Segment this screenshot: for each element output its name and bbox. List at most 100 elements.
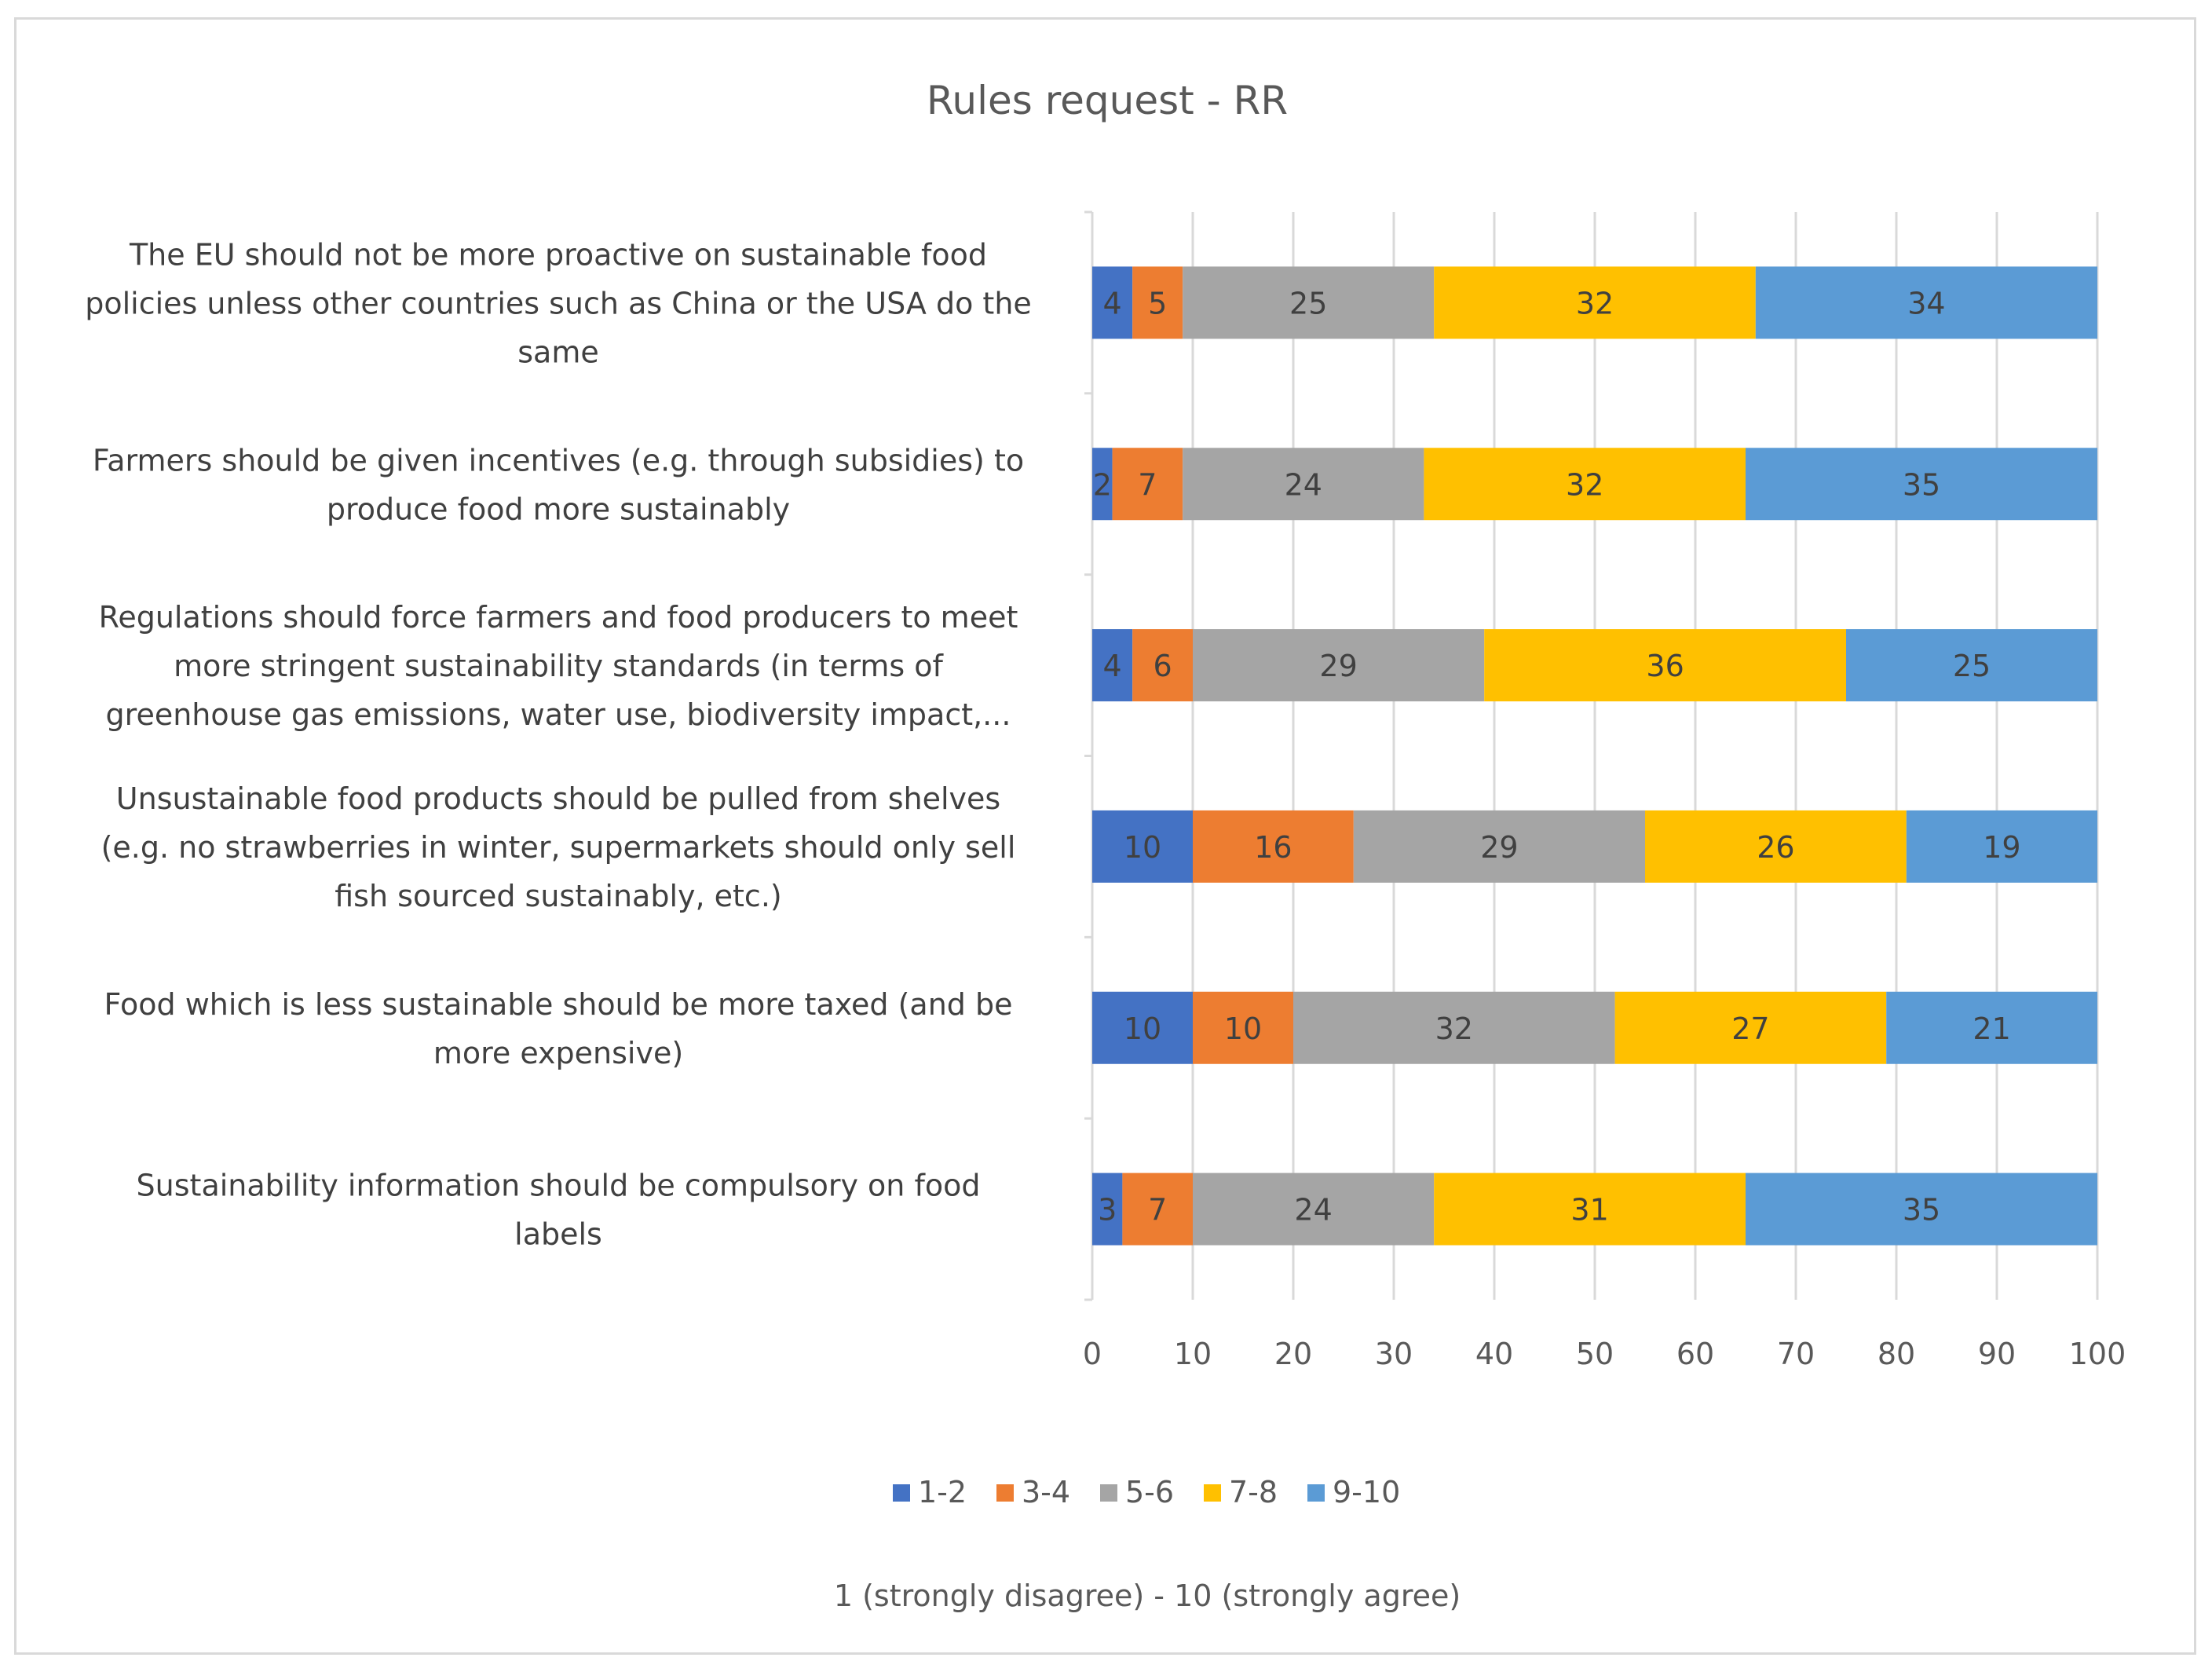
category-label-row-1-line-1: The EU should not be more proactive on s… xyxy=(129,237,987,272)
legend-swatch-1-2 xyxy=(893,1484,910,1502)
category-label-row-3-line-3: greenhouse gas emissions, water use, bio… xyxy=(106,697,1011,732)
bar-9-10-row-3 xyxy=(1846,629,2097,702)
legend-label-1-2: 1-2 xyxy=(918,1475,967,1509)
data-label-9-10-row-2: 35 xyxy=(1903,467,1940,502)
bar-3-4-row-4 xyxy=(1193,810,1354,883)
bar-5-6-row-4 xyxy=(1353,810,1645,883)
category-label-row-4-line-1: Unsustainable food products should be pu… xyxy=(116,781,1000,816)
legend-label-5-6: 5-6 xyxy=(1125,1475,1174,1509)
legend-label-3-4: 3-4 xyxy=(1022,1475,1070,1509)
chart-title: Rules request - RR xyxy=(927,78,1288,123)
chart-area: Rules request - RR 4 5 25 32 34 2 7 24 32 35 4 6 29 3… xyxy=(14,17,2196,1655)
data-label-1-2-row-2: 2 xyxy=(1093,467,1112,502)
bar-7-8-row-1 xyxy=(1434,266,1756,339)
bar-9-10-row-1 xyxy=(1755,266,2097,339)
data-label-9-10-row-4: 19 xyxy=(1983,830,2020,865)
bar-9-10-row-5 xyxy=(1886,991,2097,1064)
x-tick-label-40: 40 xyxy=(1475,1337,1513,1371)
legend-swatch-5-6 xyxy=(1100,1484,1117,1502)
bar-5-6-row-5 xyxy=(1293,991,1615,1064)
x-tick-label-70: 70 xyxy=(1777,1337,1815,1371)
data-label-1-2-row-4: 10 xyxy=(1124,830,1161,865)
data-label-7-8-row-6: 31 xyxy=(1570,1193,1608,1227)
bar-1-2-row-2 xyxy=(1092,448,1113,521)
legend-label-9-10: 9-10 xyxy=(1333,1475,1400,1509)
x-tick-label-50: 50 xyxy=(1576,1337,1614,1371)
bar-1-2-row-6 xyxy=(1092,1173,1123,1246)
x-tick-label-10: 10 xyxy=(1174,1337,1212,1371)
chart-subtitle: 1 (strongly disagree) - 10 (strongly agr… xyxy=(834,1579,1461,1613)
data-label-1-2-row-6: 3 xyxy=(1098,1193,1117,1227)
bar-3-4-row-1 xyxy=(1132,266,1183,339)
data-label-5-6-row-1: 25 xyxy=(1289,286,1327,320)
data-label-3-4-row-3: 6 xyxy=(1154,649,1172,683)
data-label-9-10-row-1: 34 xyxy=(1907,286,1945,320)
data-label-3-4-row-5: 10 xyxy=(1224,1012,1262,1046)
data-label-1-2-row-1: 4 xyxy=(1103,286,1122,320)
data-label-7-8-row-1: 32 xyxy=(1576,286,1614,320)
legend: 1-2 3-4 5-6 7-8 9-10 xyxy=(893,1475,1400,1509)
data-label-1-2-row-5: 10 xyxy=(1124,1012,1161,1046)
x-tick-label-90: 90 xyxy=(1978,1337,2016,1371)
data-label-3-4-row-4: 16 xyxy=(1254,830,1292,865)
bar-3-4-row-3 xyxy=(1132,629,1193,702)
legend-swatch-7-8 xyxy=(1204,1484,1221,1502)
bar-1-2-row-4 xyxy=(1092,810,1193,883)
bar-5-6-row-2 xyxy=(1183,448,1424,521)
bar-9-10-row-4 xyxy=(1906,810,2097,883)
bar-7-8-row-4 xyxy=(1645,810,1907,883)
bar-3-4-row-6 xyxy=(1122,1173,1193,1246)
data-label-9-10-row-3: 25 xyxy=(1953,649,1991,683)
bar-7-8-row-2 xyxy=(1424,448,1746,521)
legend-label-7-8: 7-8 xyxy=(1229,1475,1278,1509)
category-label-row-1-line-3: same xyxy=(517,335,598,369)
x-tick-label-0: 0 xyxy=(1083,1337,1102,1371)
bar-1-2-row-1 xyxy=(1092,266,1133,339)
data-label-9-10-row-6: 35 xyxy=(1903,1193,1940,1227)
x-tick-label-100: 100 xyxy=(2069,1337,2126,1371)
bar-3-4-row-5 xyxy=(1193,991,1293,1064)
data-label-1-2-row-3: 4 xyxy=(1103,649,1122,683)
grid-layer xyxy=(1084,210,2099,1301)
category-label-row-2-line-2: produce food more sustainably xyxy=(327,492,790,526)
data-label-7-8-row-5: 27 xyxy=(1731,1012,1769,1046)
bar-1-2-row-3 xyxy=(1092,629,1133,702)
bar-1-2-row-5 xyxy=(1092,991,1193,1064)
bar-5-6-row-1 xyxy=(1183,266,1435,339)
bar-9-10-row-6 xyxy=(1746,1173,2097,1246)
category-labels: The EU should not be more proactive on s… xyxy=(85,237,1032,1251)
category-label-row-1-line-2: policies unless other countries such as … xyxy=(85,286,1032,320)
data-label-5-6-row-4: 29 xyxy=(1480,830,1518,865)
category-label-row-2-line-1: Farmers should be given incentives (e.g.… xyxy=(93,443,1024,477)
category-label-row-5-line-1: Food which is less sustainable should be… xyxy=(104,987,1013,1022)
x-tick-label-20: 20 xyxy=(1274,1337,1312,1371)
bar-5-6-row-3 xyxy=(1193,629,1485,702)
data-label-7-8-row-4: 26 xyxy=(1757,830,1794,865)
data-label-9-10-row-5: 21 xyxy=(1973,1012,2010,1046)
category-label-row-4-line-3: fish sourced sustainably, etc.) xyxy=(335,879,781,913)
legend-swatch-3-4 xyxy=(996,1484,1014,1502)
bar-5-6-row-6 xyxy=(1193,1173,1435,1246)
data-label-3-4-row-6: 7 xyxy=(1148,1193,1167,1227)
chart-svg: Rules request - RR 4 5 25 32 342 7 24 32 354 6 29 3… xyxy=(85,78,2126,1613)
data-label-5-6-row-3: 29 xyxy=(1319,649,1357,683)
bar-7-8-row-6 xyxy=(1434,1173,1746,1246)
category-label-row-6-line-2: labels xyxy=(514,1217,602,1252)
category-label-row-5-line-2: more expensive) xyxy=(433,1036,683,1070)
legend-swatch-9-10 xyxy=(1307,1484,1325,1502)
bar-9-10-row-2 xyxy=(1746,448,2097,521)
x-tick-label-80: 80 xyxy=(1877,1337,1915,1371)
bar-7-8-row-3 xyxy=(1484,629,1846,702)
category-label-row-3-line-2: more stringent sustainability standards … xyxy=(174,649,944,683)
category-label-row-6-line-1: Sustainability information should be com… xyxy=(137,1169,981,1203)
category-label-row-4-line-2: (e.g. no strawberries in winter, superma… xyxy=(101,830,1016,865)
data-label-3-4-row-1: 5 xyxy=(1148,286,1167,320)
bar-7-8-row-5 xyxy=(1614,991,1887,1064)
data-label-5-6-row-5: 32 xyxy=(1435,1012,1473,1046)
data-label-7-8-row-2: 32 xyxy=(1566,467,1603,502)
x-tick-label-60: 60 xyxy=(1676,1337,1714,1371)
data-label-3-4-row-2: 7 xyxy=(1138,467,1157,502)
x-axis-ticks: 0 10 20 30 40 50 60 70 80 90 100 xyxy=(1083,1337,2126,1371)
category-label-row-3-line-1: Regulations should force farmers and foo… xyxy=(99,600,1018,635)
